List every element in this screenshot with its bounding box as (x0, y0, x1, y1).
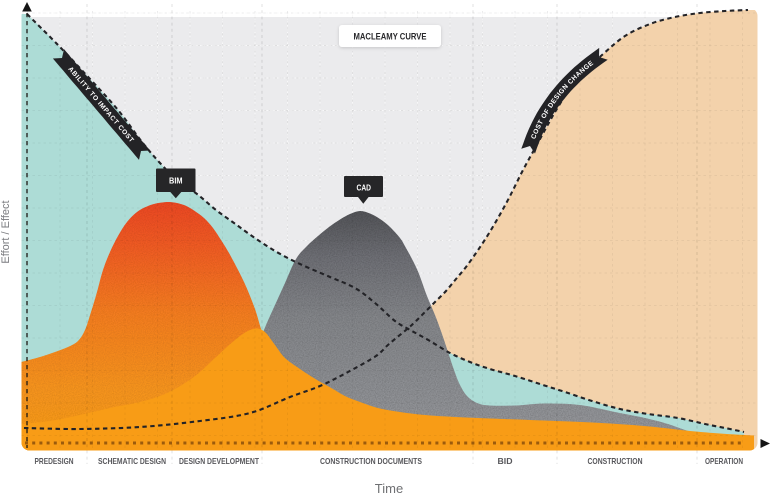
svg-text:OPERATION: OPERATION (705, 457, 743, 466)
svg-text:DESIGN DEVELOPMENT: DESIGN DEVELOPMENT (179, 457, 259, 466)
svg-text:SCHEMATIC DESIGN: SCHEMATIC DESIGN (98, 457, 166, 466)
svg-text:CONSTRUCTION DOCUMENTS: CONSTRUCTION DOCUMENTS (320, 457, 422, 466)
svg-text:CAD: CAD (357, 184, 372, 193)
svg-text:MACLEAMY CURVE: MACLEAMY CURVE (354, 32, 427, 43)
svg-text:PREDESIGN: PREDESIGN (35, 457, 74, 466)
svg-text:Effort / Effect: Effort / Effect (0, 200, 12, 263)
svg-text:BIM: BIM (169, 177, 183, 186)
svg-text:CONSTRUCTION: CONSTRUCTION (588, 457, 643, 466)
svg-text:Time: Time (375, 481, 403, 496)
svg-text:BID: BID (498, 457, 513, 466)
